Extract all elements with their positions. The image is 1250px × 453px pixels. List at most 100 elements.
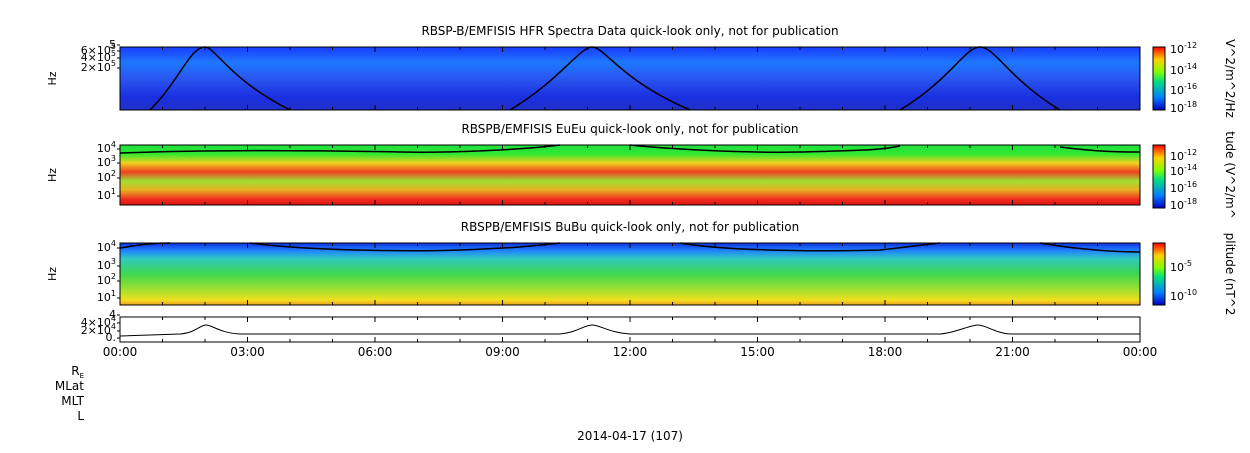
x-tick-label: 09:00 xyxy=(485,345,520,359)
tick-label: 102 xyxy=(97,169,116,185)
tick-label: 10-10 xyxy=(1170,288,1197,304)
tick-label: 10-16 xyxy=(1170,82,1197,98)
tick-label: 4×105 xyxy=(81,49,116,65)
ephemeris-label: L xyxy=(77,409,84,423)
tick-label: 4 xyxy=(109,308,116,321)
tick-base: 10 xyxy=(1170,199,1184,212)
x-tick-label: 15:00 xyxy=(740,345,775,359)
panel-title: RBSP-B/EMFISIS HFR Spectra Data quick-lo… xyxy=(421,24,838,38)
tick-exp: 1 xyxy=(111,289,116,298)
label-base: MLat xyxy=(55,379,84,393)
spectrogram xyxy=(120,47,1140,110)
tick-label: 10-14 xyxy=(1170,163,1197,179)
x-tick-label: 21:00 xyxy=(995,345,1030,359)
tick-base: 10 xyxy=(1170,84,1184,97)
date-label: 2014-04-17 (107) xyxy=(577,429,683,443)
tick-base: 10 xyxy=(97,189,111,202)
ephemeris-label: RE xyxy=(71,364,84,380)
tick-base: 5 xyxy=(109,38,116,51)
tick-label: 102 xyxy=(97,272,116,288)
label-sub: E xyxy=(80,372,84,380)
tick-label: 103 xyxy=(97,154,116,170)
tick-exp: 5 xyxy=(111,49,116,58)
tick-base: 4×10 xyxy=(81,316,111,329)
tick-label: 10-18 xyxy=(1170,100,1197,116)
colorbar-label: V^2/m^2/Hz xyxy=(1223,39,1237,118)
tick-base: 2×10 xyxy=(81,61,111,74)
tick-label: 10-12 xyxy=(1170,148,1197,164)
curve xyxy=(119,144,1141,154)
tick-label: 2×104 xyxy=(81,322,116,338)
tick-label: 10-18 xyxy=(1170,197,1197,213)
tick-base: 10 xyxy=(97,241,111,254)
tick-base: 2×10 xyxy=(81,324,111,337)
tick-label: 104 xyxy=(97,140,116,156)
tick-base: 10 xyxy=(97,142,111,155)
tick-base: 10 xyxy=(1170,150,1184,163)
x-tick-label: 12:00 xyxy=(613,345,648,359)
tick-base: 10 xyxy=(1170,182,1184,195)
tick-exp: 4 xyxy=(111,314,116,323)
tick-label: 2×105 xyxy=(81,59,116,75)
tick-label: 10-16 xyxy=(1170,180,1197,196)
tick-exp: -10 xyxy=(1184,288,1197,297)
tick-label: 104 xyxy=(97,239,116,255)
tick-base: 10 xyxy=(1170,43,1184,56)
tick-label: 10-5 xyxy=(1170,259,1192,275)
tick-base: 10 xyxy=(97,291,111,304)
tick-exp: -12 xyxy=(1184,148,1197,157)
tick-exp: -14 xyxy=(1184,62,1197,71)
tick-exp: 5 xyxy=(111,59,116,68)
colorbar-label: tude (V^2/m^ xyxy=(1223,131,1237,219)
x-tick-label: 00:00 xyxy=(1123,345,1158,359)
colorbar-label: plitude (nT^2 xyxy=(1223,233,1237,316)
tick-exp: 4 xyxy=(111,239,116,248)
tick-base: 10 xyxy=(97,259,111,272)
colorbars xyxy=(1152,46,1166,306)
tick-exp: 1 xyxy=(111,187,116,196)
tick-exp: -5 xyxy=(1184,259,1192,268)
tick-exp: 2 xyxy=(111,169,116,178)
tick-exp: -18 xyxy=(1184,100,1197,109)
tick-label: 6×105 xyxy=(81,42,116,58)
tick-label: 10-12 xyxy=(1170,41,1197,57)
x-tick-label: 18:00 xyxy=(868,345,903,359)
tick-exp: 4 xyxy=(111,140,116,149)
tick-label: 0. xyxy=(106,331,117,344)
label-base: L xyxy=(77,409,84,423)
ephemeris-label: MLat xyxy=(55,379,84,393)
tick-label: 101 xyxy=(97,289,116,305)
panel-title: RBSPB/EMFISIS BuBu quick-look only, not … xyxy=(461,220,799,234)
tick-base: 10 xyxy=(1170,290,1184,303)
ephemeris-label: MLT xyxy=(61,394,84,408)
tick-base: 10 xyxy=(97,156,111,169)
tick-label: 4×104 xyxy=(81,314,116,330)
tick-exp: 5 xyxy=(111,42,116,51)
tick-base: 0. xyxy=(106,331,117,344)
label-base: MLT xyxy=(61,394,84,408)
tick-label: 10-14 xyxy=(1170,62,1197,78)
tick-exp: -16 xyxy=(1184,180,1197,189)
tick-exp: 3 xyxy=(111,154,116,163)
label-base: R xyxy=(71,364,79,378)
panel-title: RBSPB/EMFISIS EuEu quick-look only, not … xyxy=(461,122,798,136)
tick-base: 10 xyxy=(1170,64,1184,77)
x-tick-label: 03:00 xyxy=(230,345,265,359)
tick-label: 101 xyxy=(97,187,116,203)
tick-base: 10 xyxy=(1170,102,1184,115)
y-axis-label: Hz xyxy=(46,71,59,85)
tick-exp: 2 xyxy=(111,272,116,281)
tick-base: 10 xyxy=(1170,261,1184,274)
tick-label: 103 xyxy=(97,257,116,273)
tick-exp: -18 xyxy=(1184,197,1197,206)
tick-label: 5 xyxy=(109,38,116,51)
curve xyxy=(119,242,1141,253)
tick-base: 4×10 xyxy=(81,51,111,64)
tick-exp: 3 xyxy=(111,257,116,266)
tick-base: 10 xyxy=(1170,165,1184,178)
x-axis: 00:00 03:00 06:00 09:00 12:00 15:00 18:00 21:00… xyxy=(103,47,1158,359)
tick-exp: 4 xyxy=(111,322,116,331)
x-tick-label: 00:00 xyxy=(103,345,138,359)
tick-base: 10 xyxy=(97,171,111,184)
